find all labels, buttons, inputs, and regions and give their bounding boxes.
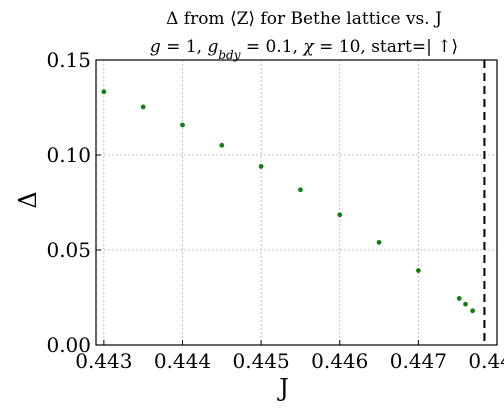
x-tick-label: 0.444	[154, 349, 211, 373]
y-axis-ticks: 0.00 0.05 0.10 0.15	[46, 48, 101, 357]
y-tick-label: 0.15	[46, 48, 91, 72]
y-tick-label: 0.05	[46, 238, 91, 262]
title-g: g	[150, 37, 161, 57]
data-point	[219, 142, 225, 148]
data-point	[298, 187, 303, 193]
chart-title-line-2: g = 1, gbdy = 0.1, χ = 10, start=| ↑⟩	[150, 37, 458, 62]
data-point	[258, 164, 264, 169]
plot-frame	[95, 59, 498, 346]
data-point	[140, 104, 146, 110]
x-tick-label: 0.448	[468, 349, 504, 373]
title-gbdy: g	[207, 37, 218, 57]
chart-title-line-1: Δ from ⟨Z⟩ for Bethe lattice vs. J	[166, 9, 442, 29]
x-tick-label: 0.447	[390, 349, 447, 373]
y-tick-label: 0.00	[46, 333, 91, 357]
data-points	[101, 89, 476, 314]
data-point	[376, 240, 382, 245]
title-eq3: = 10, start=| ↑⟩	[314, 37, 458, 57]
data-point	[470, 308, 476, 314]
x-tick-label: 0.445	[232, 349, 289, 373]
data-point	[337, 212, 343, 218]
title-eq2: = 0.1,	[241, 37, 304, 57]
title-bdy-sub: bdy	[218, 48, 240, 62]
x-tick-label: 0.443	[75, 349, 132, 373]
data-point	[415, 268, 421, 273]
data-point	[180, 122, 185, 128]
data-point	[456, 296, 462, 301]
x-axis-ticks: 0.443 0.444 0.445 0.446 0.447 0.448	[75, 340, 504, 373]
data-point	[101, 89, 107, 95]
title-chi: χ	[302, 37, 315, 57]
y-tick-label: 0.10	[46, 143, 91, 167]
data-point	[463, 301, 468, 307]
x-axis-label: J	[276, 374, 289, 402]
title-eq1: = 1,	[161, 37, 208, 57]
y-axis-label: Δ	[14, 191, 42, 208]
x-tick-label: 0.446	[311, 349, 368, 373]
